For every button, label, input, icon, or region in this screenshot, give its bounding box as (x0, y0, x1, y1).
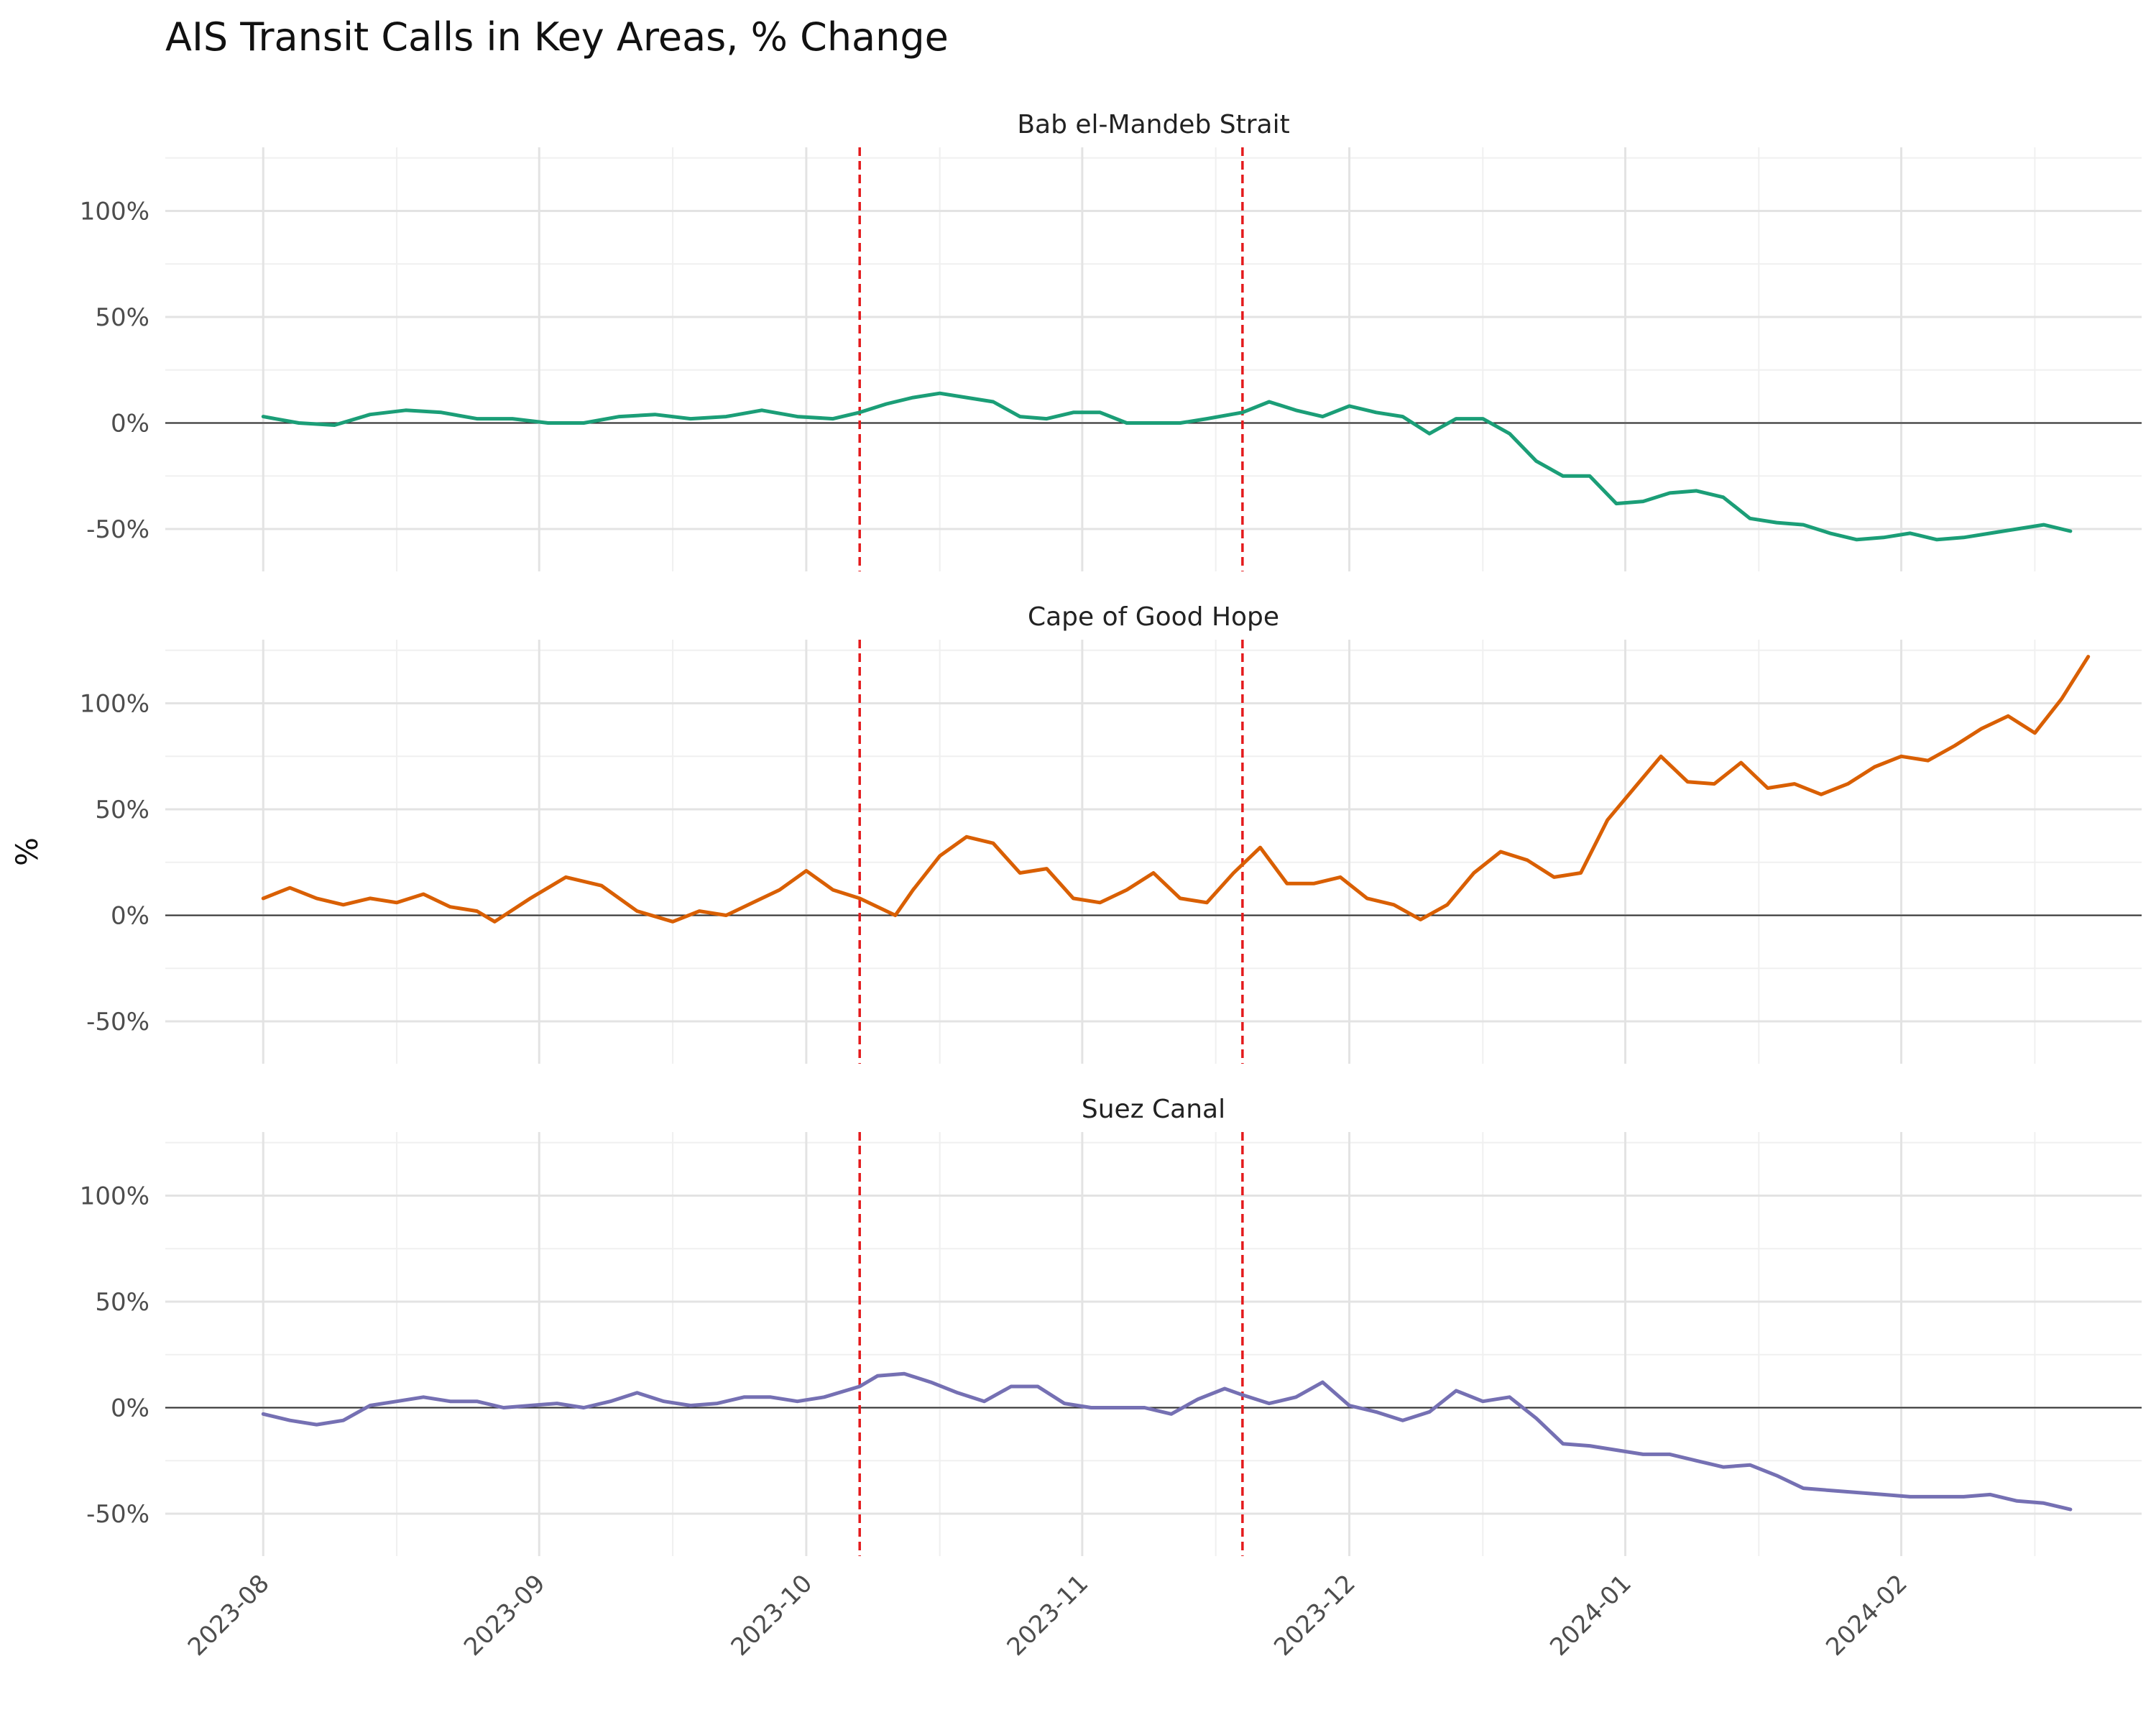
facet-label: Cape of Good Hope (1028, 602, 1279, 632)
x-tick-label: 2023-12 (1268, 1569, 1361, 1662)
y-tick-label: 0% (111, 410, 149, 438)
series-line (261, 1371, 2073, 1512)
y-tick-label: -50% (86, 1500, 149, 1529)
series-line (261, 655, 2091, 924)
x-tick-label: 2023-08 (183, 1569, 275, 1662)
x-tick-label: 2024-01 (1544, 1569, 1637, 1662)
y-tick-label: 0% (111, 902, 149, 931)
x-tick-label: 2023-09 (459, 1569, 551, 1662)
y-axis-title: % (9, 837, 45, 866)
y-tick-label: 0% (111, 1394, 149, 1423)
series-line (261, 391, 2073, 542)
y-tick-label: 50% (95, 1288, 149, 1317)
x-tick-label: 2023-10 (726, 1569, 819, 1662)
y-tick-label: 100% (80, 198, 149, 226)
facet-label: Suez Canal (1082, 1095, 1225, 1124)
facet-label: Bab el-Mandeb Strait (1017, 110, 1289, 139)
y-tick-label: -50% (86, 1008, 149, 1036)
chart-title: AIS Transit Calls in Key Areas, % Change (165, 14, 949, 60)
x-tick-label: 2024-02 (1820, 1569, 1913, 1662)
y-tick-label: 50% (95, 303, 149, 332)
x-tick-label: 2023-11 (1002, 1569, 1095, 1662)
y-tick-label: -50% (86, 515, 149, 544)
y-tick-label: 100% (80, 690, 149, 719)
y-tick-label: 50% (95, 796, 149, 824)
y-tick-label: 100% (80, 1182, 149, 1211)
